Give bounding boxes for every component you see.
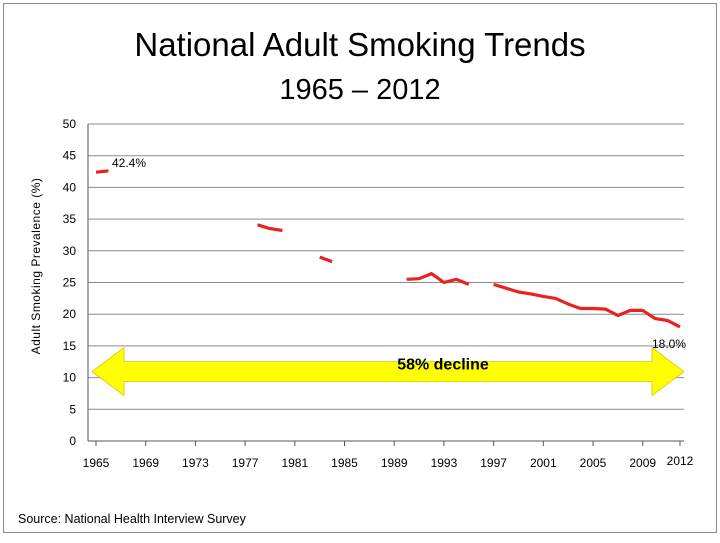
x-tick-label: 2012 — [667, 454, 694, 468]
x-tick-label: 1997 — [480, 456, 507, 470]
chart-subtitle: 1965 – 2012 — [279, 74, 441, 106]
decline-arrow — [91, 346, 685, 397]
series-line-segment — [406, 272, 470, 286]
series-line-segment — [319, 255, 333, 264]
series-line-segment — [257, 223, 283, 233]
y-tick-label: 10 — [63, 371, 77, 385]
y-tick-label: 15 — [63, 339, 77, 353]
y-tick-label: 40 — [63, 180, 77, 194]
x-tick-label: 1973 — [182, 456, 209, 470]
x-tick-label: 1965 — [83, 456, 110, 470]
y-tick-label: 30 — [63, 244, 77, 258]
series-line-segment — [493, 282, 681, 329]
x-tick-label: 1977 — [232, 456, 259, 470]
x-tick-label: 1981 — [281, 456, 308, 470]
y-tick-label: 20 — [63, 307, 77, 321]
y-tick-label: 5 — [69, 402, 76, 416]
x-tick-label: 1989 — [381, 456, 408, 470]
y-tick-label: 25 — [63, 276, 77, 290]
y-tick-label: 35 — [63, 212, 77, 226]
x-tick-label: 2009 — [629, 456, 656, 470]
decline-label: 58% decline — [397, 357, 489, 374]
series-line-segment — [95, 169, 109, 174]
y-tick-label: 0 — [69, 434, 76, 448]
start-value-label: 42.4% — [112, 156, 146, 170]
x-tick-label: 2005 — [580, 456, 607, 470]
slide: National Adult Smoking Trends 1965 – 201… — [3, 3, 717, 533]
x-tick-label: 1993 — [431, 456, 458, 470]
y-tick-label: 50 — [63, 117, 77, 131]
chart-title: National Adult Smoking Trends — [134, 26, 586, 63]
end-value-label: 18.0% — [652, 337, 686, 351]
x-tick-label: 2001 — [530, 456, 557, 470]
source-note: Source: National Health Interview Survey — [18, 512, 246, 526]
x-tick-label: 1969 — [132, 456, 159, 470]
smoking-trend-chart: 0 5 10 15 20 25 30 35 40 45 50 1965 1969 1973 1977 1981… — [63, 117, 694, 470]
y-tick-label: 45 — [63, 149, 77, 163]
x-tick-label: 1985 — [331, 456, 358, 470]
